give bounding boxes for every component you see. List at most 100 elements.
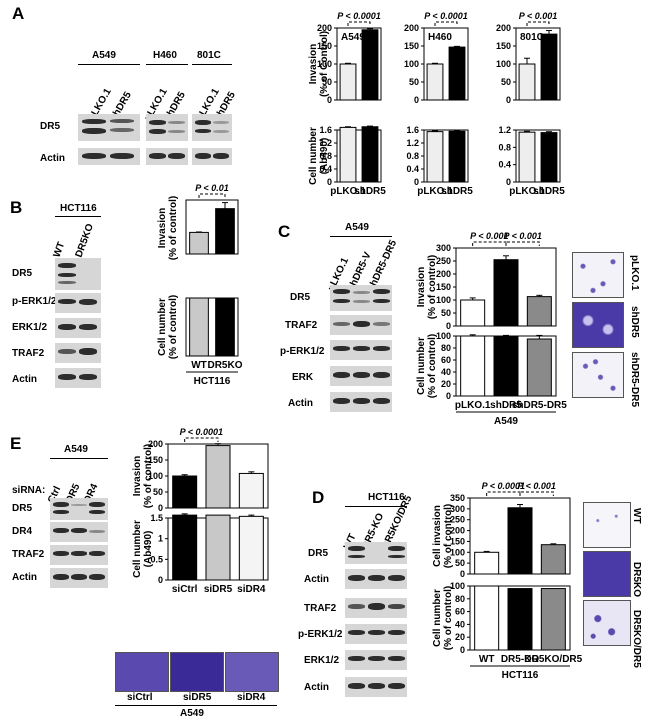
y-tick-label: 0 xyxy=(506,177,511,187)
significance-bracket xyxy=(472,241,507,246)
bar xyxy=(507,588,533,651)
y-tick-label: 50 xyxy=(153,487,163,497)
y-tick-label: 350 xyxy=(450,493,465,503)
y-tick-label: 250 xyxy=(436,256,451,266)
x-tick-label: pLKO.1 xyxy=(417,186,453,197)
y-tick-label: 40 xyxy=(441,367,451,377)
micrograph xyxy=(170,652,224,692)
significance-bracket xyxy=(519,491,554,496)
p-value-label: P < 0.001 xyxy=(470,231,508,241)
significance-bracket xyxy=(198,193,226,198)
bar xyxy=(361,126,379,183)
y-tick-label: 200 xyxy=(148,439,163,449)
y-axis-title: Cell invasion xyxy=(432,505,443,567)
y-axis-title: (% of control) xyxy=(143,444,154,508)
y-axis-title: (% of control) xyxy=(427,255,438,319)
y-tick-label: 1.6 xyxy=(406,125,419,135)
y-tick-label: 150 xyxy=(496,41,511,51)
blot-label: DR5 xyxy=(308,548,329,559)
y-tick-label: 60 xyxy=(455,607,465,617)
y-axis-title: Cell number xyxy=(416,337,427,395)
blot-label: DR5 xyxy=(12,503,33,514)
micrograph xyxy=(583,551,631,597)
y-axis-title: (% of control) xyxy=(168,196,179,260)
x-tick-label: WT xyxy=(191,360,207,371)
x-tick-label: DR5KO/DR5 xyxy=(524,654,582,665)
y-tick-label: 0 xyxy=(460,569,465,579)
y-tick-label: 0.8 xyxy=(406,151,419,161)
y-axis-title: (% of Control) xyxy=(319,31,330,97)
y-tick-label: 0.8 xyxy=(319,151,332,161)
y-tick-label: 200 xyxy=(317,23,332,33)
y-tick-label: 50 xyxy=(322,77,332,87)
y-tick-label: 0.4 xyxy=(498,160,511,170)
bar xyxy=(426,63,444,101)
bar xyxy=(189,231,209,255)
panel-label-e: E xyxy=(10,434,22,453)
bar xyxy=(540,544,566,575)
x-tick-label: pLKO.1 xyxy=(330,186,366,197)
bar xyxy=(189,297,209,357)
x-tick-label: pLKO.1 xyxy=(455,400,491,411)
sirna-label: siRNA: xyxy=(12,485,46,496)
x-tick-label: WT xyxy=(479,654,495,665)
cell-line-label: HCT116 xyxy=(368,492,405,503)
bar xyxy=(540,588,566,651)
footer-label: HCT116 xyxy=(502,670,539,681)
y-tick-label: 100 xyxy=(496,59,511,69)
chart-inset-label: H460 xyxy=(428,32,452,43)
cell-line-label: HCT116 xyxy=(60,203,97,214)
y-axis-title: (Ab490) xyxy=(143,531,154,568)
y-tick-label: 0 xyxy=(446,391,451,401)
y-tick-label: 50 xyxy=(441,308,451,318)
y-tick-label: 0.5 xyxy=(150,554,163,564)
significance-bracket xyxy=(505,241,540,246)
bar xyxy=(172,475,198,509)
micrograph xyxy=(572,302,624,348)
y-axis-title: (% of control) xyxy=(443,504,454,568)
panel-label-d: D xyxy=(312,488,325,507)
y-axis-title: Cell number xyxy=(157,298,168,356)
micrograph xyxy=(225,652,279,692)
x-tick-label: pLKO.1 xyxy=(509,186,545,197)
y-tick-label: 0 xyxy=(414,177,419,187)
panel-label-a: A xyxy=(12,4,25,23)
image-label: siDR5 xyxy=(183,692,212,703)
blot-label: DR5 xyxy=(40,121,61,132)
bar xyxy=(448,130,466,183)
cell-line-label: A549 xyxy=(345,222,369,233)
bar xyxy=(540,132,558,183)
blot-label: DR4 xyxy=(12,526,33,537)
micrograph xyxy=(572,352,624,398)
y-axis-title: Invasion xyxy=(132,456,143,497)
significance-bracket xyxy=(526,21,550,26)
chart-inset-label: 801C xyxy=(520,32,544,43)
x-tick-label: DR5KO xyxy=(207,360,242,371)
significance-bracket xyxy=(184,437,219,442)
bar xyxy=(448,46,466,101)
y-tick-label: 150 xyxy=(404,41,419,51)
panel-label-c: C xyxy=(278,222,291,241)
chart-inset-label: A549 xyxy=(341,32,365,43)
y-tick-label: 40 xyxy=(455,619,465,629)
y-tick-label: 150 xyxy=(436,282,451,292)
cell-line-label: 801C xyxy=(197,50,221,61)
y-tick-label: 20 xyxy=(455,632,465,642)
y-tick-label: 80 xyxy=(441,343,451,353)
y-tick-label: 50 xyxy=(409,77,419,87)
blot-label: Actin xyxy=(304,682,329,693)
y-tick-label: 50 xyxy=(501,77,511,87)
blot-label: p-ERK1/2 xyxy=(280,346,325,357)
micrograph xyxy=(583,600,631,646)
y-tick-label: 0.8 xyxy=(498,142,511,152)
y-axis-title: (% of control) xyxy=(427,334,438,398)
x-tick-label: shDR5-DR5 xyxy=(512,400,567,411)
footer-label: A549 xyxy=(494,416,518,427)
y-tick-label: 0.4 xyxy=(406,164,419,174)
blot-label: TRAF2 xyxy=(12,348,45,359)
y-tick-label: 0 xyxy=(327,177,332,187)
p-value-label: P < 0.0001 xyxy=(424,11,467,21)
significance-bracket xyxy=(434,21,458,26)
y-tick-label: 1.5 xyxy=(150,513,163,523)
